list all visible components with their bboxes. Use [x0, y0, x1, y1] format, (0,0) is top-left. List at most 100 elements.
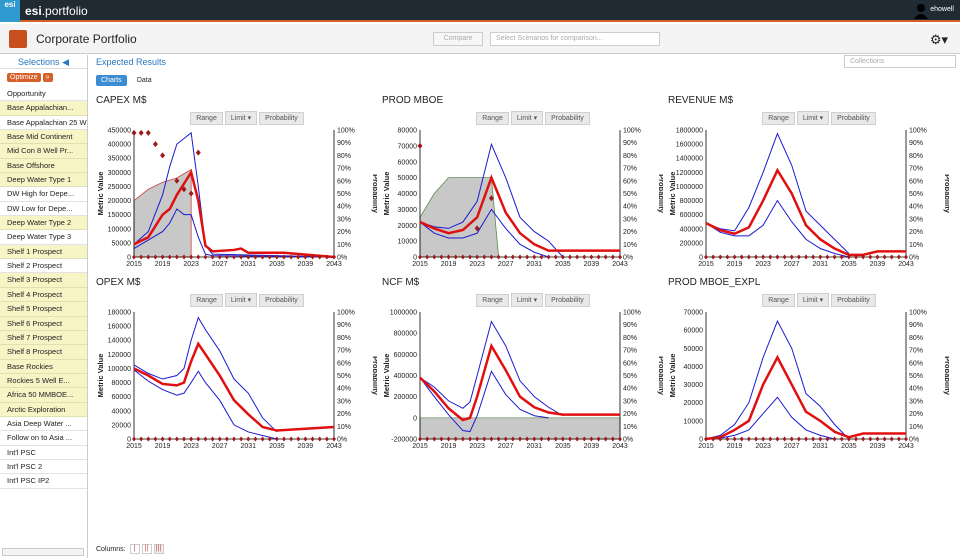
baseline-marker	[553, 436, 558, 442]
chart-area	[419, 417, 621, 440]
x-tick-label: 2031	[240, 261, 256, 268]
scenario-select[interactable]: Select Scenarios for comparison...	[490, 32, 660, 46]
baseline-marker	[260, 254, 265, 260]
compare-button[interactable]: Compare	[433, 32, 483, 46]
limit-button[interactable]: Limit ▾	[224, 293, 258, 307]
columns-3-button[interactable]: |||	[153, 544, 164, 554]
probability-button[interactable]: Probability	[831, 112, 876, 125]
baseline-marker	[210, 436, 215, 442]
baseline-marker	[475, 254, 480, 260]
list-item[interactable]: Base Offshore	[0, 158, 87, 174]
probability-button[interactable]: Probability	[545, 112, 590, 125]
range-button[interactable]: Range	[190, 294, 223, 307]
y2-axis-label: Probability	[943, 356, 949, 396]
sidebar-scrollbar[interactable]	[2, 548, 84, 556]
baseline-marker	[711, 436, 716, 442]
y-tick-label: 60000	[398, 159, 418, 166]
list-item[interactable]: Shelf 2 Prospect	[0, 259, 87, 274]
tab-data[interactable]: Data	[136, 77, 152, 84]
list-item[interactable]: Deep Water Type 3	[0, 230, 87, 245]
user-icon[interactable]	[914, 3, 928, 19]
y-tick-label: 50000	[112, 240, 132, 247]
baseline-marker	[146, 436, 151, 442]
limit-button[interactable]: Limit ▾	[510, 111, 544, 125]
list-item[interactable]: Base Rockies	[0, 359, 87, 374]
limit-button[interactable]: Limit ▾	[796, 293, 830, 307]
baseline-marker	[711, 254, 716, 260]
list-item[interactable]: DW High for Depe...	[0, 187, 87, 202]
chevron-down-icon[interactable]: »	[42, 73, 53, 82]
list-item[interactable]: Base Appalachian...	[0, 101, 87, 116]
p90-series-line	[419, 320, 564, 417]
range-button[interactable]: Range	[476, 294, 509, 307]
chart-svg: 0 200000 400000 600000 800000 1000000 1200000 1…	[668, 128, 949, 269]
list-item[interactable]: Int'l PSC IP2	[0, 474, 87, 489]
probability-button[interactable]: Probability	[259, 112, 304, 125]
list-item[interactable]: Int'l PSC 2	[0, 459, 87, 475]
tab-charts[interactable]: Charts	[96, 75, 127, 86]
x-tick-label: 2027	[212, 443, 228, 450]
y-tick-label: 400000	[680, 226, 703, 233]
x-tick-label: 2023	[755, 443, 771, 450]
limit-button[interactable]: Limit ▾	[224, 111, 258, 125]
baseline-marker	[739, 254, 744, 260]
probability-button[interactable]: Probability	[259, 294, 304, 307]
range-button[interactable]: Range	[190, 112, 223, 125]
list-item[interactable]: Shelf 3 Prospect	[0, 273, 87, 288]
esi-logo: esi	[0, 0, 20, 22]
list-item[interactable]: Rockies 5 Well E...	[0, 373, 87, 389]
collapse-icon[interactable]: ◀	[62, 57, 69, 67]
baseline-marker	[432, 254, 437, 260]
y2-tick-label: 50%	[337, 191, 351, 198]
baseline-marker	[482, 436, 487, 442]
y2-tick-label: 40%	[337, 204, 351, 211]
columns-1-button[interactable]: |	[129, 544, 140, 554]
baseline-marker	[439, 254, 444, 260]
list-item[interactable]: Int'l PSC	[0, 445, 87, 460]
range-button[interactable]: Range	[762, 294, 795, 307]
username[interactable]: ehowell	[930, 6, 954, 13]
mean-series-line	[705, 167, 906, 257]
baseline-marker	[139, 436, 144, 442]
optimize-button[interactable]: Optimize	[7, 73, 41, 82]
list-item[interactable]: Mid Con 8 Well Pr...	[0, 144, 87, 159]
y-tick-label: 20000	[684, 400, 704, 407]
y-axis-label: Metric Value	[382, 354, 391, 398]
columns-2-button[interactable]: ||	[141, 544, 152, 554]
probability-button[interactable]: Probability	[831, 294, 876, 307]
list-item[interactable]: Base Mid Continent	[0, 130, 87, 145]
range-button[interactable]: Range	[762, 112, 795, 125]
x-tick-label: 2027	[784, 261, 800, 268]
list-item[interactable]: Arctic Exploration	[0, 402, 87, 417]
probability-button[interactable]: Probability	[545, 294, 590, 307]
y2-tick-label: 70%	[337, 348, 351, 355]
y-tick-label: 120000	[108, 352, 131, 359]
list-item[interactable]: Follow on to Asia ...	[0, 431, 87, 446]
list-item[interactable]: Base Appalachian 25 W...	[0, 115, 87, 131]
list-item[interactable]: Shelf 6 Prospect	[0, 316, 87, 331]
baseline-marker	[317, 436, 322, 442]
y-tick-label: 50000	[398, 175, 418, 182]
list-item[interactable]: Deep Water Type 2	[0, 216, 87, 231]
data-point	[195, 149, 201, 156]
baseline-marker	[789, 254, 794, 260]
y-tick-label: 250000	[108, 184, 131, 191]
limit-button[interactable]: Limit ▾	[510, 293, 544, 307]
p90-series-line	[419, 142, 564, 258]
list-item[interactable]: Shelf 4 Prospect	[0, 287, 87, 303]
list-item[interactable]: Shelf 7 Prospect	[0, 330, 87, 346]
gear-icon[interactable]: ⚙▾	[929, 32, 948, 47]
list-item[interactable]: Asia Deep Water ...	[0, 416, 87, 432]
range-button[interactable]: Range	[476, 112, 509, 125]
baseline-marker	[725, 254, 730, 260]
list-item[interactable]: Shelf 5 Prospect	[0, 302, 87, 317]
baseline-marker	[754, 436, 758, 442]
list-item[interactable]: Africa 50 MMBOE...	[0, 388, 87, 403]
limit-button[interactable]: Limit ▾	[796, 111, 830, 125]
list-item[interactable]: Shelf 1 Prospect	[0, 244, 87, 260]
list-item[interactable]: Deep Water Type 1	[0, 173, 87, 188]
list-item[interactable]: DW Low for Depe...	[0, 201, 87, 217]
list-item[interactable]: Shelf 8 Prospect	[0, 345, 87, 360]
baseline-marker	[253, 436, 258, 442]
collections-select[interactable]: Collections	[844, 55, 956, 68]
